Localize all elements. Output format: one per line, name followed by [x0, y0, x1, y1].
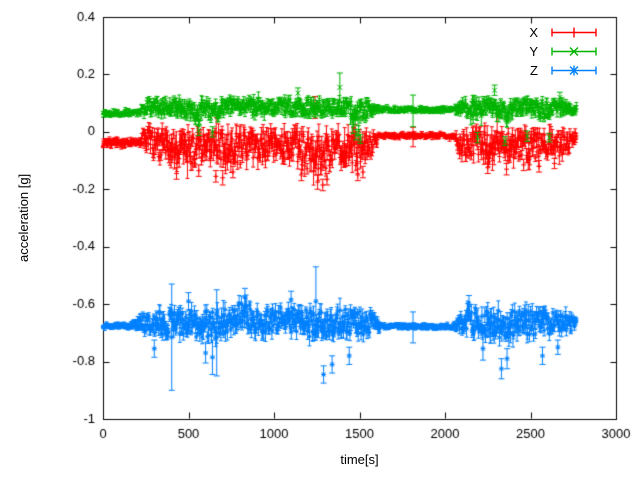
legend-label-x: X — [529, 24, 538, 40]
y-axis-label: acceleration [g] — [16, 173, 31, 263]
legend-sample-z-errorbar-icon — [551, 65, 597, 75]
legend-sample-y-errorbar-icon — [551, 46, 597, 56]
legend-label-z: Z — [530, 62, 538, 78]
legend-item-z: Z — [529, 61, 597, 79]
legend-sample-x-errorbar-icon — [551, 27, 597, 37]
legend-label-y: Y — [529, 43, 538, 59]
legend: X Y Z — [529, 23, 597, 80]
legend-item-x: X — [529, 23, 597, 41]
x-axis-label: time[s] — [340, 452, 379, 467]
legend-item-y: Y — [529, 42, 597, 60]
